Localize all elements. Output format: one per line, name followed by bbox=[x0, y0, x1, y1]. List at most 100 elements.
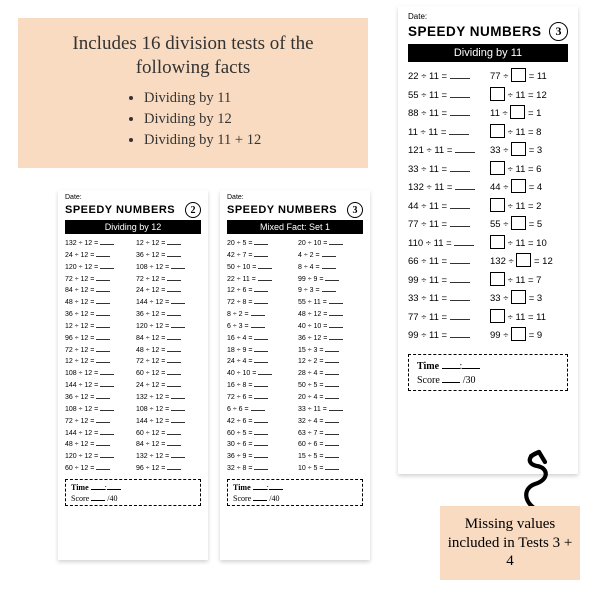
question: 132 ÷ 11 = bbox=[408, 179, 486, 198]
sheet-subtitle-bar: Dividing by 11 bbox=[408, 44, 568, 62]
question: 8 ÷ 4 = bbox=[298, 262, 363, 274]
question-missing-value: 11 ÷ = 1 bbox=[490, 105, 568, 124]
question: 12 ÷ 12 = bbox=[136, 238, 201, 250]
question: 6 ÷ 3 = bbox=[227, 321, 292, 333]
question: 72 ÷ 6 = bbox=[227, 392, 292, 404]
question: 22 ÷ 11 = bbox=[408, 68, 486, 87]
question: 99 ÷ 11 = bbox=[408, 272, 486, 291]
question: 60 ÷ 12 = bbox=[136, 428, 201, 440]
question: 36 ÷ 12 = bbox=[136, 250, 201, 262]
question: 84 ÷ 12 = bbox=[136, 333, 201, 345]
intro-bullet: Dividing by 11 + 12 bbox=[144, 130, 350, 151]
question-column-left: 132 ÷ 12 = 24 ÷ 12 = 120 ÷ 12 = 72 ÷ 12 … bbox=[65, 238, 130, 475]
question: 50 ÷ 10 = bbox=[227, 262, 292, 274]
question: 16 ÷ 4 = bbox=[227, 333, 292, 345]
question: 48 ÷ 12 = bbox=[298, 309, 363, 321]
question: 99 ÷ 11 = bbox=[408, 327, 486, 346]
worksheet-dividing-by-12: Date: SPEEDY NUMBERS 2 Dividing by 12 13… bbox=[58, 190, 208, 560]
question: 32 ÷ 8 = bbox=[227, 463, 292, 475]
question: 20 ÷ 4 = bbox=[298, 392, 363, 404]
question: 12 ÷ 12 = bbox=[65, 356, 130, 368]
question: 120 ÷ 12 = bbox=[65, 262, 130, 274]
question: 132 ÷ 12 = bbox=[136, 392, 201, 404]
question: 18 ÷ 9 = bbox=[227, 345, 292, 357]
date-label: Date: bbox=[65, 194, 201, 201]
question: 8 ÷ 2 = bbox=[227, 309, 292, 321]
question: 36 ÷ 9 = bbox=[227, 451, 292, 463]
question: 32 ÷ 4 = bbox=[298, 416, 363, 428]
question: 63 ÷ 7 = bbox=[298, 428, 363, 440]
question: 60 ÷ 6 = bbox=[298, 439, 363, 451]
question: 12 ÷ 12 = bbox=[65, 321, 130, 333]
question-column-right: 20 ÷ 10 = 4 ÷ 2 = 8 ÷ 4 = 99 ÷ 9 = 9 ÷ 3… bbox=[298, 238, 363, 475]
question: 72 ÷ 12 = bbox=[65, 416, 130, 428]
intro-heading: Includes 16 division tests of the follow… bbox=[36, 32, 350, 80]
question: 108 ÷ 12 = bbox=[65, 368, 130, 380]
sheet-number-badge: 3 bbox=[549, 22, 568, 41]
question: 28 ÷ 4 = bbox=[298, 368, 363, 380]
question: 108 ÷ 12 = bbox=[136, 262, 201, 274]
question: 6 ÷ 6 = bbox=[227, 404, 292, 416]
score-box: Time : Score /30 bbox=[408, 354, 568, 391]
score-box: Time : Score /40 bbox=[65, 479, 201, 506]
question-missing-value: 132 ÷ = 12 bbox=[490, 253, 568, 272]
question-missing-value: 33 ÷ = 3 bbox=[490, 290, 568, 309]
question-column-left: 20 ÷ 5 = 42 ÷ 7 = 50 ÷ 10 = 22 ÷ 11 = 12… bbox=[227, 238, 292, 475]
question-missing-value: 77 ÷ = 11 bbox=[490, 68, 568, 87]
question: 132 ÷ 12 = bbox=[65, 238, 130, 250]
question: 48 ÷ 12 = bbox=[65, 297, 130, 309]
question: 15 ÷ 5 = bbox=[298, 451, 363, 463]
question-missing-value: ÷ 11 = 10 bbox=[490, 235, 568, 254]
question: 60 ÷ 12 = bbox=[136, 368, 201, 380]
curly-arrow-icon bbox=[515, 444, 565, 514]
question: 144 ÷ 12 = bbox=[136, 416, 201, 428]
question: 55 ÷ 11 = bbox=[298, 297, 363, 309]
question: 36 ÷ 12 = bbox=[136, 309, 201, 321]
question-missing-value: ÷ 11 = 6 bbox=[490, 161, 568, 180]
question: 144 ÷ 12 = bbox=[136, 297, 201, 309]
question: 15 ÷ 3 = bbox=[298, 345, 363, 357]
question-column-right: 77 ÷ = 11 ÷ 11 = 1211 ÷ = 1 ÷ 11 = 833 ÷… bbox=[490, 68, 568, 346]
question-missing-value: 99 ÷ = 9 bbox=[490, 327, 568, 346]
question: 4 ÷ 2 = bbox=[298, 250, 363, 262]
question: 36 ÷ 12 = bbox=[298, 333, 363, 345]
question: 22 ÷ 11 = bbox=[227, 274, 292, 286]
worksheet-mixed-fact-set-1: Date: SPEEDY NUMBERS 3 Mixed Fact: Set 1… bbox=[220, 190, 370, 560]
question: 60 ÷ 12 = bbox=[65, 463, 130, 475]
question: 20 ÷ 5 = bbox=[227, 238, 292, 250]
question: 66 ÷ 11 = bbox=[408, 253, 486, 272]
question: 11 ÷ 11 = bbox=[408, 124, 486, 143]
question: 99 ÷ 9 = bbox=[298, 274, 363, 286]
question-missing-value: ÷ 11 = 11 bbox=[490, 309, 568, 328]
question: 42 ÷ 7 = bbox=[227, 250, 292, 262]
question: 33 ÷ 11 = bbox=[408, 290, 486, 309]
question-missing-value: 55 ÷ = 5 bbox=[490, 216, 568, 235]
date-label: Date: bbox=[408, 12, 568, 21]
question: 50 ÷ 5 = bbox=[298, 380, 363, 392]
question: 77 ÷ 11 = bbox=[408, 309, 486, 328]
callout-panel: Missing values included in Tests 3 + 4 bbox=[440, 506, 580, 580]
question-missing-value: 44 ÷ = 4 bbox=[490, 179, 568, 198]
question: 55 ÷ 11 = bbox=[408, 87, 486, 106]
sheet-number-badge: 2 bbox=[185, 202, 201, 218]
question: 10 ÷ 5 = bbox=[298, 463, 363, 475]
question: 96 ÷ 12 = bbox=[136, 463, 201, 475]
intro-bullets: Dividing by 11 Dividing by 12 Dividing b… bbox=[144, 88, 350, 151]
question: 33 ÷ 11 = bbox=[298, 404, 363, 416]
intro-panel: Includes 16 division tests of the follow… bbox=[18, 18, 368, 168]
intro-bullet: Dividing by 12 bbox=[144, 109, 350, 130]
question: 9 ÷ 3 = bbox=[298, 285, 363, 297]
question: 108 ÷ 12 = bbox=[65, 404, 130, 416]
question: 36 ÷ 12 = bbox=[65, 309, 130, 321]
question-missing-value: 33 ÷ = 3 bbox=[490, 142, 568, 161]
question: 36 ÷ 12 = bbox=[65, 392, 130, 404]
question: 60 ÷ 5 = bbox=[227, 428, 292, 440]
question: 72 ÷ 12 = bbox=[65, 274, 130, 286]
question: 88 ÷ 11 = bbox=[408, 105, 486, 124]
question: 144 ÷ 12 = bbox=[65, 380, 130, 392]
question: 144 ÷ 12 = bbox=[65, 428, 130, 440]
sheet-title: SPEEDY NUMBERS bbox=[408, 24, 546, 39]
sheet-title: SPEEDY NUMBERS bbox=[65, 204, 182, 216]
sheet-subtitle-bar: Dividing by 12 bbox=[65, 220, 201, 234]
question: 42 ÷ 6 = bbox=[227, 416, 292, 428]
